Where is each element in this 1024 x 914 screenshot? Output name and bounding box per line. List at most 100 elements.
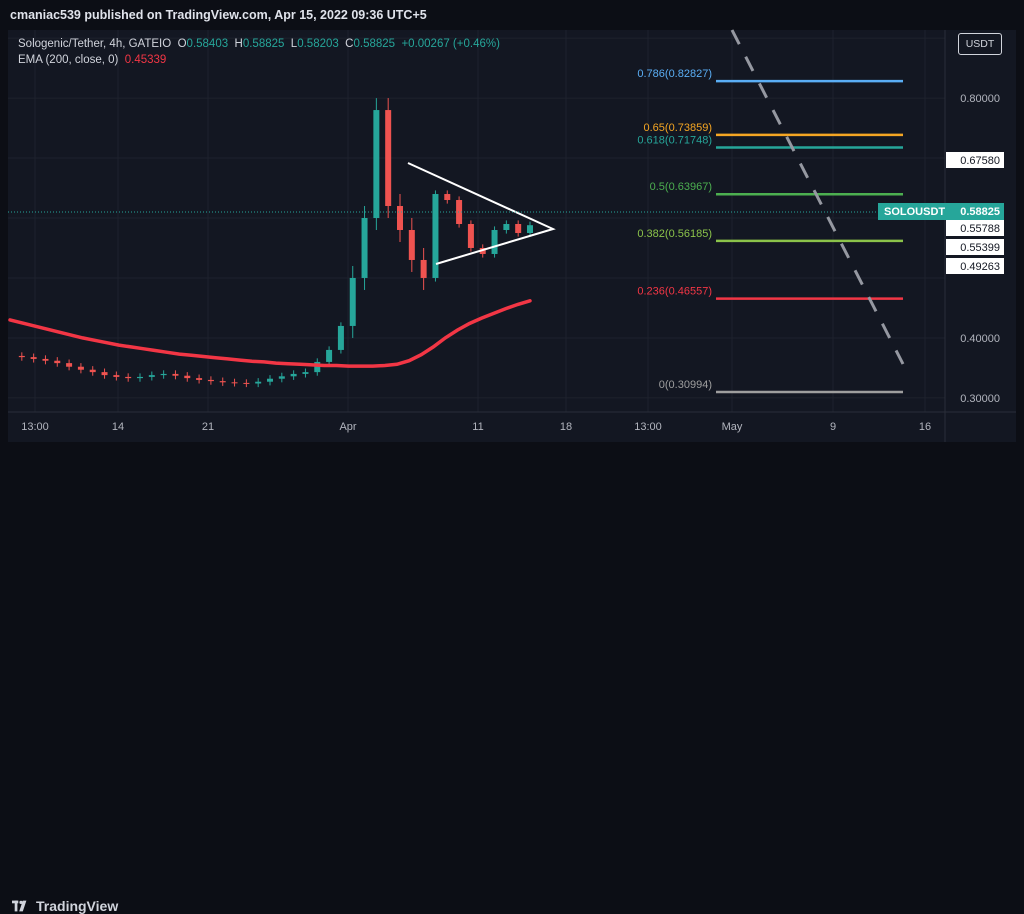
price-chart[interactable]: 0.786(0.82827) 0.65(0.73859)0.618(0.71748… [0, 0, 1024, 476]
candle-body [456, 200, 463, 224]
candle-body [243, 382, 250, 384]
candle-body [267, 378, 273, 382]
price-tag-box [946, 239, 1004, 255]
time-tick-label: May [722, 421, 743, 433]
candle-body [219, 381, 226, 383]
close-value: 0.58825 [353, 38, 396, 50]
brand-name: TradingView [36, 898, 119, 914]
candles [18, 98, 533, 388]
time-tick-label: 9 [830, 421, 836, 433]
price-tag-label: 0.55399 [960, 242, 1000, 254]
fib-level-label: 0.382(0.56185) [637, 228, 712, 240]
high-label: H [234, 38, 243, 50]
price-tag-label: 0.55788 [960, 223, 1000, 235]
time-tick-label: 13:00 [21, 421, 49, 433]
low-label: L [290, 38, 298, 50]
candle-body [207, 379, 214, 382]
candle-body [18, 355, 25, 358]
candle-body [491, 229, 498, 254]
triangle-lines [407, 162, 556, 265]
candle-body [172, 373, 179, 376]
candle-body [30, 357, 37, 359]
open-label: O [177, 38, 187, 50]
tradingview-logo[interactable]: TradingView [12, 898, 118, 914]
time-tick-label: 11 [472, 421, 483, 433]
dashed-projection [730, 29, 905, 365]
candle-body [89, 369, 96, 373]
candle-body [302, 372, 309, 374]
candle-body [432, 194, 439, 278]
price-tick-label: 0.40000 [960, 333, 1000, 345]
last-price-label: 0.58825 [960, 206, 1000, 218]
candle-body [515, 223, 522, 233]
candle-body [231, 382, 238, 384]
candle-body [196, 378, 203, 380]
candle-body [278, 376, 285, 379]
high-value: 0.58825 [242, 38, 285, 50]
close-label: C [345, 38, 354, 50]
time-tick-label: 18 [560, 421, 572, 433]
fib-level-label: 0.5(0.63967) [650, 181, 712, 193]
last-price-tag-box [878, 203, 1004, 220]
candle-body [148, 375, 155, 377]
price-tick-label: 0.30000 [960, 393, 1000, 405]
fib-level-label: 0.618(0.71748) [637, 135, 712, 147]
symbol-tag-label: SOLOUSDT [884, 206, 945, 218]
symmetrical-triangle [407, 162, 556, 265]
candle-body [66, 363, 73, 367]
candle-body [385, 110, 392, 207]
ema-label: EMA (200, close, 0) [18, 54, 119, 66]
candle-body [361, 218, 368, 278]
symbol-legend: Sologenic/Tether, 4h, GATEIO O0.58403 H0… [18, 38, 500, 50]
candle-body [290, 373, 297, 377]
ema-path [8, 299, 532, 368]
price-tag-box [946, 258, 1004, 274]
candle-body [337, 325, 344, 350]
candle-body [349, 277, 356, 326]
fib-level-label: 0.236(0.46557) [637, 286, 712, 298]
candle-body [397, 206, 403, 230]
currency-button[interactable]: USDT [958, 33, 1002, 55]
candle-body [420, 259, 427, 278]
price-tag-box [946, 220, 1004, 236]
fib-level-label: 0.786(0.82827) [637, 68, 712, 80]
change-value: +0.00267 (+0.46%) [401, 38, 500, 50]
fib-retracement: 0.786(0.82827) 0.65(0.73859)0.618(0.71748… [637, 68, 903, 394]
price-tag-label: 0.67580 [960, 155, 1000, 167]
candle-body [503, 223, 510, 230]
candle-body [408, 229, 415, 260]
price-tick-label: 0.80000 [960, 93, 1000, 105]
fib-level-label: 0(0.30994) [659, 379, 712, 391]
time-tick-label: Apr [339, 421, 356, 433]
grid-lines [8, 30, 945, 412]
symbol-name: Sologenic/Tether, 4h, GATEIO [18, 38, 172, 50]
price-axis: 0.800000.700000.600000.400000.300000.675… [8, 30, 1004, 442]
publish-info: cmaniac539 published on TradingView.com,… [10, 8, 427, 22]
chart-area[interactable] [8, 30, 1016, 442]
ema-legend: EMA (200, close, 0) 0.45339 [18, 54, 166, 66]
candle-body [125, 376, 132, 379]
candle-body [527, 225, 533, 233]
time-tick-label: 14 [112, 421, 124, 433]
ema-line [8, 299, 532, 368]
candle-body [184, 375, 191, 379]
projection-dashed-line [730, 29, 905, 365]
candle-body [255, 381, 262, 384]
time-tick-label: 21 [202, 421, 214, 433]
fib-level-label: 0.65(0.73859) [644, 122, 713, 134]
candle-body [137, 376, 143, 379]
candle-body [113, 375, 120, 377]
candle-body [326, 349, 333, 362]
price-tag-box [946, 152, 1004, 168]
price-tag-label: 0.49263 [960, 261, 1000, 273]
candle-body [160, 373, 167, 376]
candle-body [77, 366, 84, 370]
tradingview-logo-icon [12, 900, 27, 912]
candle-body [101, 372, 108, 376]
candle-body [54, 360, 61, 364]
candle-body [444, 194, 451, 201]
candle-body [42, 358, 49, 361]
candle-body [314, 361, 321, 373]
open-value: 0.58403 [186, 38, 229, 50]
candle-body [373, 110, 380, 219]
